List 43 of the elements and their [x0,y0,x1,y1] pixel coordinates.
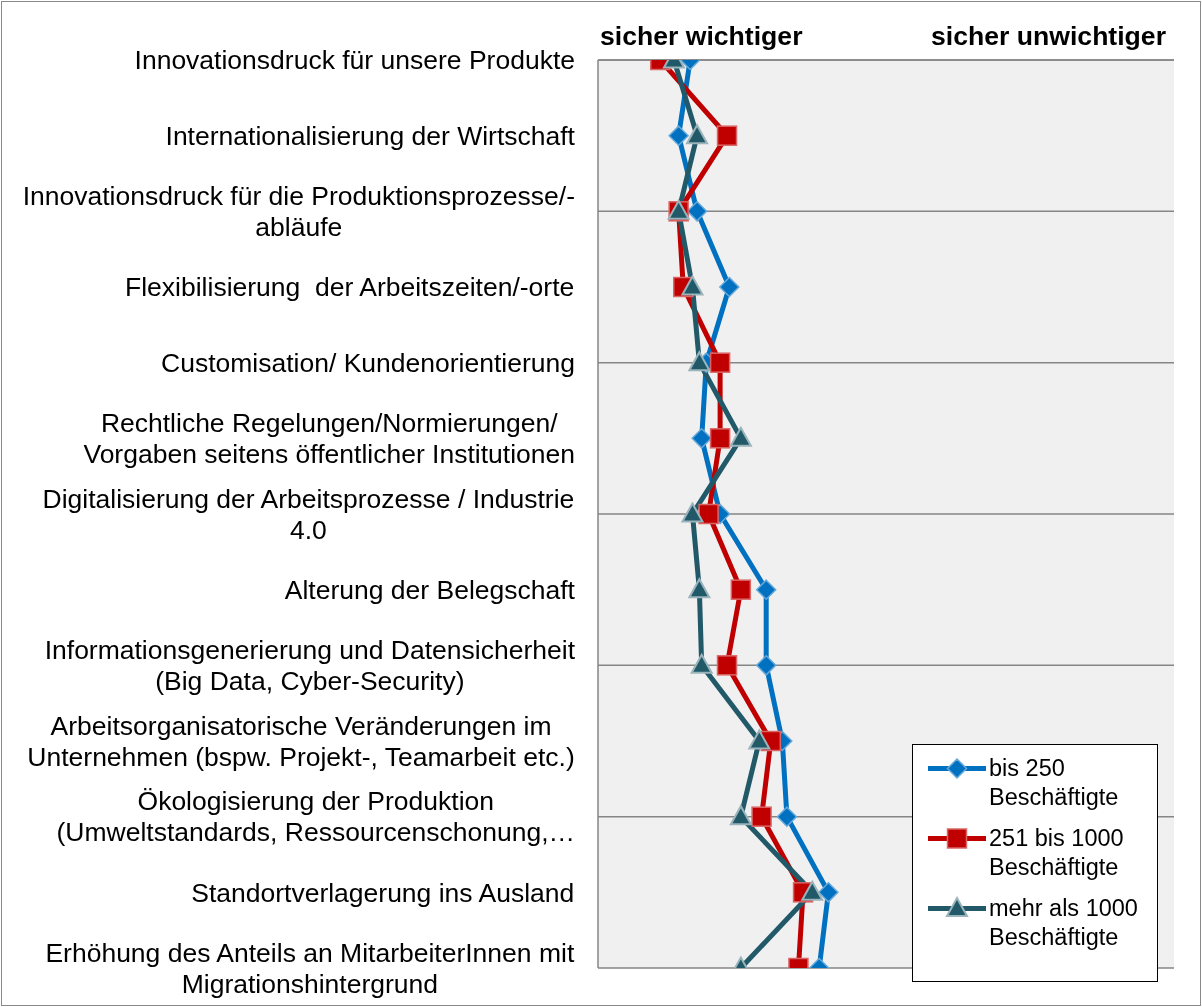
y-tick-label: Flexibilisierung der Arbeitszeiten/-orte [125,272,575,303]
legend-label: 251 bis 1000 Beschäftigte [989,824,1125,882]
point [751,806,772,827]
point [691,428,712,449]
point [690,653,713,674]
point [818,882,839,903]
y-tick-label: Informationsgenerierung und Datensicherheit (Big Data, Cyber-Security) [44,635,576,697]
text: sicher unwichtiger [931,21,1166,52]
point [730,579,752,600]
point [716,655,738,676]
y-tick-label: Erhöhung des Anteils an MitarbeiterInnen mit Migrationshintergrund [45,937,575,999]
point [709,352,731,373]
point [729,805,752,826]
point [709,428,731,449]
point [755,655,777,676]
y-tick-label: Standortverlagerung ins Ausland [191,877,575,908]
point [686,201,708,222]
point [686,124,709,145]
text: sicher wichtiger [600,21,803,52]
legend-label: bis 250 Beschäftigte [989,754,1120,812]
point [755,579,777,600]
y-tick-label: Ökologisierung der Produktion (Umweltstandards, Ressourcenschonung,… [56,786,576,848]
point [668,125,689,146]
y-tick-label: Alterung der Belegschaft [284,574,576,605]
y-tick-label: Digitalisierung der Arbeitsprozesse / Industrie 4.0 [42,483,575,545]
point [681,275,704,296]
point [688,578,711,599]
point [688,351,711,372]
y-tick-label: Arbeitsorganisatorische Veränderungen im Unternehmen (bspw. Projekt-, Teamarbeit etc.) [27,710,575,772]
point [698,503,719,525]
point [776,806,798,827]
y-tick-label: Innovationsdruck für die Produktionsprozesse/- abläufe [22,181,575,243]
point [716,125,738,146]
point [729,426,752,447]
y-tick-label: Innovationsdruck für unsere Produkte [134,45,575,76]
point [681,502,704,523]
y-tick-label: Customisation/ Kundenorientierung [161,347,575,378]
y-tick-label: Rechtliche Regelungen/Normierungen/ Vorgaben seitens öffentlicher Institutionen [83,408,575,470]
point [719,276,740,298]
legend-label: mehr als 1000 Beschäftigte [989,894,1139,952]
point [801,880,824,901]
y-tick-label: Internationalisierung der Wirtschaft [165,120,576,151]
point [748,729,771,750]
